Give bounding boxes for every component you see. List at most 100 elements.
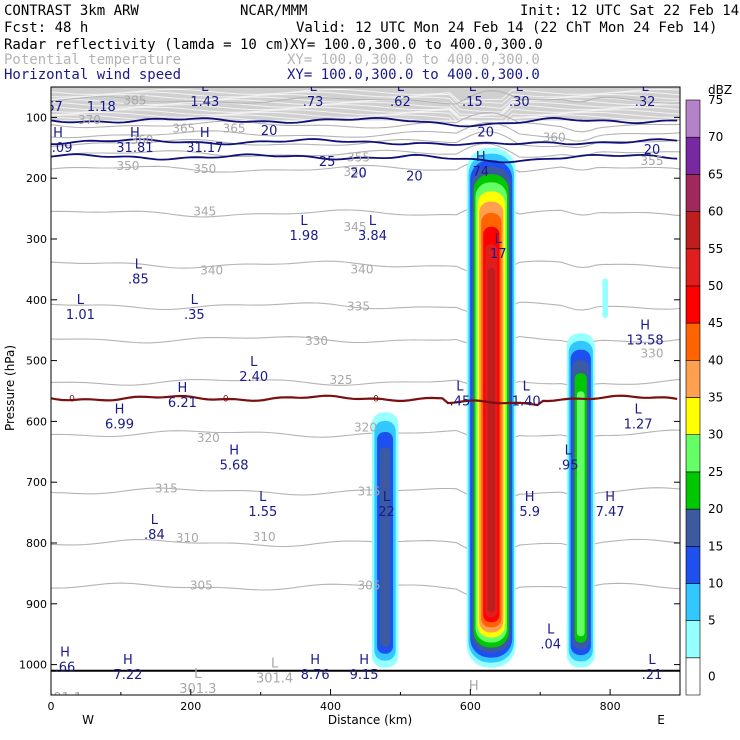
y-tick-label: 900 [26,598,47,611]
theta-band-line [51,114,680,131]
zero-isotherm-label: 0 [69,394,75,404]
colorbar-label: 40 [708,353,723,367]
extremum-kind: H [525,490,535,505]
colorbar-swatch-5 [685,620,701,659]
colorbar-label: 55 [708,242,723,256]
colorbar-swatch-0 [685,657,701,696]
theta-label: 365 [223,121,246,135]
figure-header: CONTRAST 3km ARW NCAR/MMM Init: 12 UTC S… [4,3,739,83]
x-tick-label: 200 [180,700,201,713]
colorbar-label: 15 [708,539,723,553]
theta-label: 305 [358,579,381,593]
theta-label: 355 [347,151,370,165]
model-title: CONTRAST 3km ARW [4,3,139,19]
zero-isotherm-label: 0 [223,394,229,404]
extremum-kind: L [469,80,477,95]
field-xy-reflectivity: XY= 100.0,300.0 to 400.0,300.0 [290,37,543,53]
extremum-kind: H [178,381,188,396]
colorbar-label: 20 [708,502,723,516]
colorbar-swatch-10 [685,583,701,621]
reflectivity-column-2 [566,333,595,668]
extremum-value: 1.55 [248,505,277,520]
extremum-kind: H [229,444,239,459]
extremum-kind: L [191,293,199,308]
extremum-kind: H [60,646,70,661]
theta-label: 345 [344,220,367,234]
theta-label: 360 [130,133,153,147]
reflectivity-column-3 [602,278,608,318]
theta-label: 370 [78,113,101,127]
extremum-value: 31.17 [186,141,223,156]
extremum-kind: L [648,653,656,668]
colorbar-label: 50 [708,279,723,293]
extremum-value: 301.1 [45,691,82,706]
extremum-value: 17 [490,247,507,262]
extremum-value: 74 [473,165,490,180]
wind-contour-25 [51,138,678,146]
extremum-kind: H [359,653,369,668]
reflectivity-level-20 [380,447,391,647]
theta-label: 315 [358,484,381,498]
theta-label: 320 [354,421,377,435]
colorbar-swatch-75 [685,99,701,138]
theta-contour-350 [51,159,680,173]
extremum-value: 1.43 [190,95,219,110]
x-axis-label: Distance (km) [328,713,412,727]
extremum-value: 6.99 [105,417,134,432]
colorbar-label: 65 [708,167,723,181]
extremum-kind: L [201,80,209,95]
extremum-value: .95 [558,459,579,474]
reflectivity-columns [371,147,608,668]
extremum-kind: H [130,126,140,141]
extremum-kind: L [309,80,317,95]
extremum-value: .35 [184,308,205,323]
theta-label: 315 [155,481,178,495]
theta-label: 310 [176,531,199,545]
extremum-value: 301.3 [179,682,216,697]
theta-label: 385 [123,93,146,107]
x-tick-label: 0 [48,700,55,713]
theta-contour-385 [51,90,680,105]
theta-label: 330 [641,346,664,360]
y-tick-label: 600 [26,415,47,428]
extremum-value: 1.18 [87,100,116,115]
extremum-kind: L [456,379,464,394]
extremum-kind: L [641,80,649,95]
field-xy-wind: XY= 100.0,300.0 to 400.0,300.0 [287,67,540,83]
extremum-value: .62 [390,95,411,110]
extremum-kind: L [523,379,531,394]
east-label: E [657,713,665,727]
extremum-kind: L [634,402,642,417]
y-tick-label: 100 [26,111,47,124]
wind-label: 20 [406,169,423,184]
extremum-value: .32 [635,95,656,110]
colorbar-swatch-55 [685,248,701,287]
colorbar-label: 0 [708,669,716,683]
extremum-value: 301.4 [256,672,293,687]
theta-label: 330 [305,334,328,348]
field-name-theta: Potential temperature [4,52,181,68]
extremum-value: .04 [540,638,561,653]
extremum-value: .73 [303,95,324,110]
y-tick-label: 1000 [19,659,47,672]
theta-band-line [51,99,680,115]
theta-label: 350 [116,159,139,173]
colorbar-swatch-50 [685,285,701,324]
theta-label: 305 [190,579,213,593]
colorbar-label: 60 [708,205,723,219]
reflectivity-column-1 [466,147,516,668]
extremum-value: 7.09 [44,141,73,156]
extremum-value: 67 [46,100,63,115]
theta-contour-365 [51,121,680,142]
y-tick-label: 300 [26,233,47,246]
extremum-value: .15 [462,95,483,110]
theta-contour-370 [51,112,680,133]
theta-label: 340 [351,262,374,276]
extremum-value: 6.21 [168,396,197,411]
x-tick-label: 800 [600,700,621,713]
theta-label: 340 [200,264,223,278]
colorbar-label: 45 [708,316,723,330]
theta-label: 360 [543,131,566,145]
extremum-kind: H [476,150,486,165]
theta-contour-345 [51,204,680,218]
